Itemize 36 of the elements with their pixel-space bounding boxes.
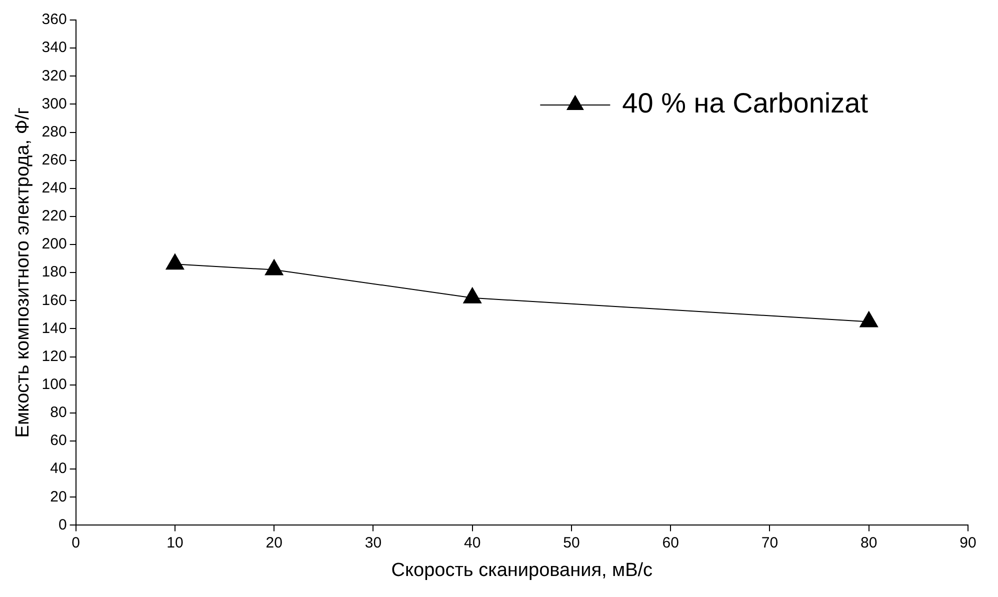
x-tick-label: 20 <box>266 534 282 552</box>
point <box>264 259 284 276</box>
point <box>166 254 184 270</box>
y-tick-label: 40 <box>50 460 67 478</box>
y-tick-label: 200 <box>42 236 67 253</box>
y-tick-label: 100 <box>42 376 67 394</box>
y-tick-label: 260 <box>42 151 67 168</box>
y-tick-label: 240 <box>42 180 67 197</box>
y-tick-label: 80 <box>50 404 67 422</box>
y-tick-label: 180 <box>42 264 67 281</box>
y-tick-label: 120 <box>42 348 67 365</box>
x-tick-label: 60 <box>662 534 679 552</box>
y-tick-label: 0 <box>58 516 67 534</box>
y-tick-label: 220 <box>42 208 67 225</box>
x-tick-label: 90 <box>960 534 976 552</box>
point <box>860 311 878 328</box>
x-tick-label: 50 <box>563 534 580 552</box>
y-tick-label: 320 <box>42 67 67 84</box>
x-tick-label: 10 <box>166 534 184 552</box>
y-tick-label: 280 <box>42 123 67 140</box>
y-tick-label: 140 <box>42 320 67 337</box>
y-tick-label: 340 <box>42 39 67 56</box>
y-tick-label: 300 <box>42 95 67 112</box>
legend-label: 40 % на Carbonizat <box>622 88 868 119</box>
y-tick-label: 20 <box>50 488 67 506</box>
point <box>463 287 482 304</box>
x-tick-label: 0 <box>72 534 80 552</box>
y-axis-title: Емкость композитного электрода, Ф/г <box>12 107 34 438</box>
x-tick-label: 80 <box>860 534 878 552</box>
x-tick-label: 30 <box>364 534 382 552</box>
y-tick-label: 360 <box>42 11 67 28</box>
x-tick-label: 40 <box>464 534 481 552</box>
x-tick-label: 70 <box>761 534 778 552</box>
y-tick-label: 60 <box>50 432 67 450</box>
x-axis-title: Скорость сканирования, мВ/с <box>391 560 653 581</box>
y-tick-label: 160 <box>42 292 67 309</box>
